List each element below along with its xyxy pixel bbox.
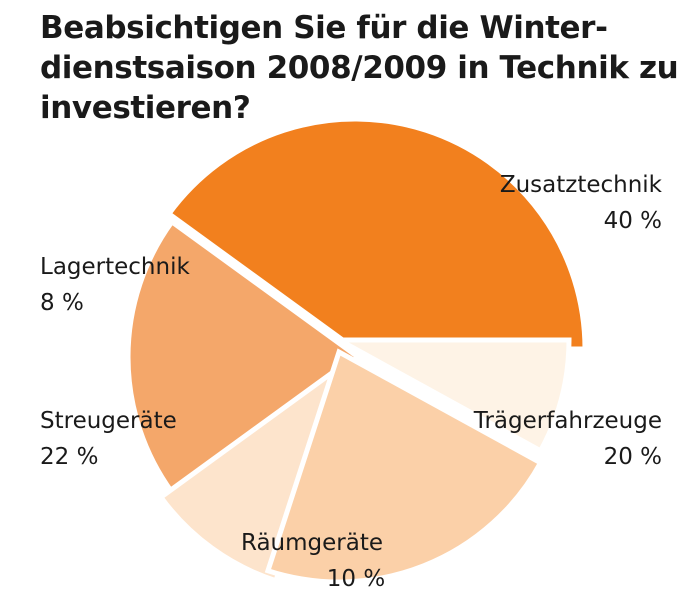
pie-slice-zusatztechnik xyxy=(165,116,588,352)
slice-label-räumgeräte: Räumgeräte xyxy=(241,530,383,556)
pie-labels: Zusatztechnik 40 % Trägerfahrzeuge 20 % Räum… xyxy=(40,172,663,592)
slice-value-streugeräte: 22 % xyxy=(40,444,98,470)
chart-title: Beabsichtigen Sie für die Winter- dienst… xyxy=(40,8,680,128)
chart-title-line-1: Beabsichtigen Sie für die Winter- xyxy=(40,10,608,46)
pie-slice-lagertechnik xyxy=(337,337,572,455)
slice-value-lagertechnik: 8 % xyxy=(40,290,84,316)
chart-title-line-3: investieren? xyxy=(40,90,251,126)
pie-slice-trägerfahrzeuge xyxy=(125,218,363,496)
pie-slices xyxy=(125,116,588,585)
slice-label-trägerfahrzeuge: Trägerfahrzeuge xyxy=(473,408,662,434)
chart-title-line-2: dienstsaison 2008/2009 in Technik zu xyxy=(40,50,679,86)
pie-slice-streugeräte xyxy=(264,348,544,585)
pie-slice-räumgeräte xyxy=(157,355,352,584)
slice-label-zusatztechnik: Zusatztechnik xyxy=(500,172,663,198)
slice-value-räumgeräte: 10 % xyxy=(327,566,385,592)
slice-value-zusatztechnik: 40 % xyxy=(604,208,662,234)
slice-label-streugeräte: Streugeräte xyxy=(40,408,177,434)
slice-label-lagertechnik: Lagertechnik xyxy=(40,254,190,280)
slice-value-trägerfahrzeuge: 20 % xyxy=(604,444,662,470)
